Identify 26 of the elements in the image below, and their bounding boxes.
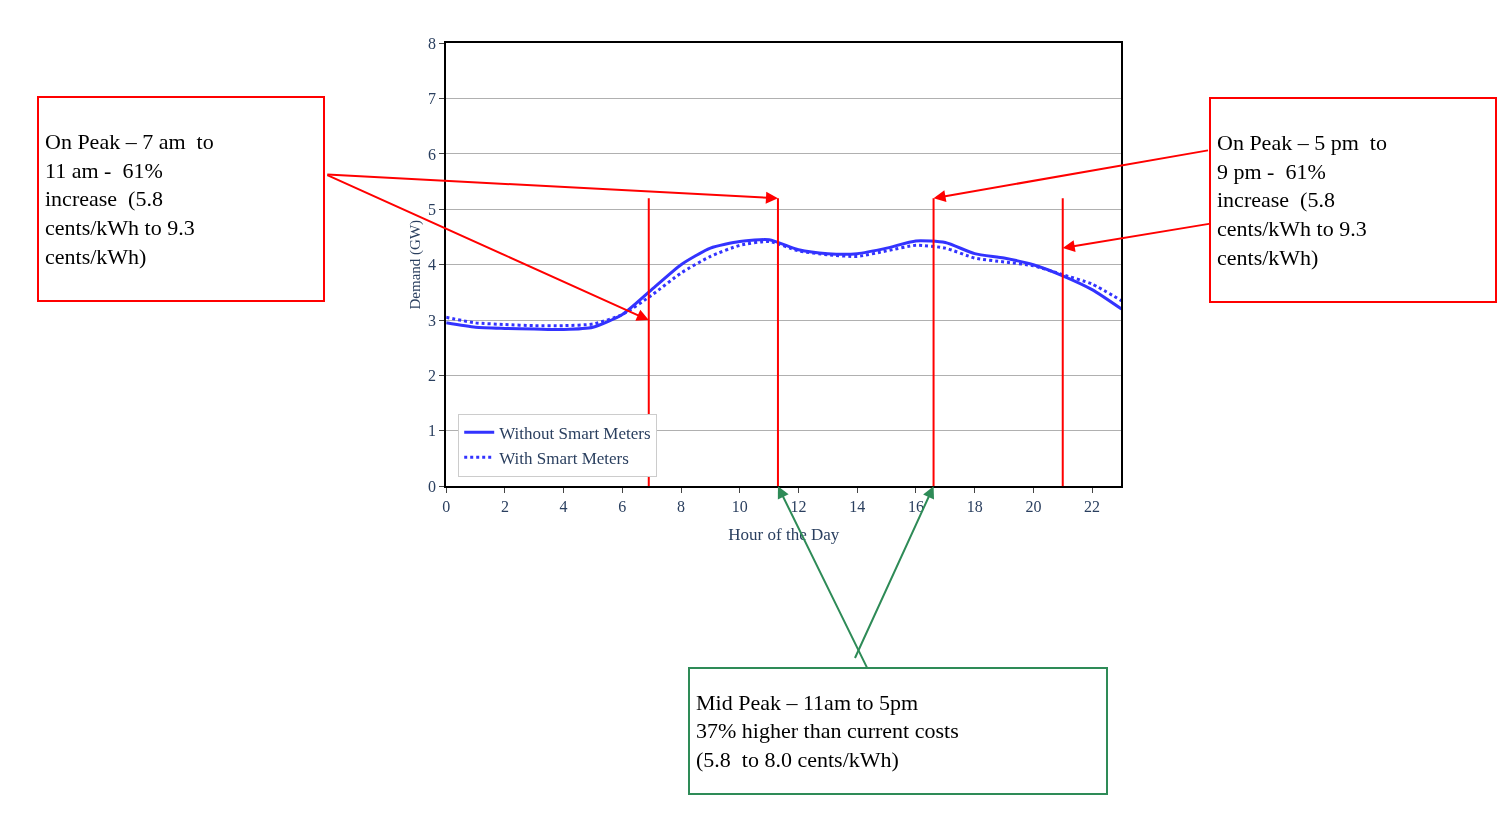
- y-tick-label: 4: [427, 256, 436, 274]
- x-tick-label: 14: [849, 498, 866, 516]
- x-tick-label: 22: [1084, 498, 1101, 516]
- y-tick-label: 0: [427, 477, 436, 495]
- x-tick-label: 6: [618, 498, 627, 516]
- y-tick-label: 6: [427, 145, 436, 163]
- x-tick-label: 4: [559, 498, 568, 516]
- x-tick-label: 8: [677, 498, 686, 516]
- y-tick-label: 8: [427, 34, 436, 52]
- x-tick-label: 0: [442, 498, 451, 516]
- annotation: On Peak – 5 pm to 9 pm - 61% increase (5.8 cents/kWh to 9.3 cents/kWh): [1217, 130, 1387, 270]
- x-tick-label: 2: [500, 498, 509, 516]
- annotation: Mid Peak – 11am to 5pm 37% higher than current costs (5.8 to 8.0 cents/kWh): [696, 689, 959, 773]
- legend-label: Without Smart Meters: [499, 423, 651, 443]
- y-tick-label: 7: [427, 90, 436, 108]
- y-tick-label: 5: [427, 200, 436, 218]
- y-axis-title: Demand (GW): [406, 219, 424, 310]
- x-tick-label: 20: [1025, 498, 1042, 516]
- text: On Peak – 7 am to 11 am - 61% increase (5.8 cents/kWh to 9.3 cents/kWh): [45, 129, 214, 269]
- y-tick-label: 1: [427, 422, 436, 440]
- x-tick-label: 10: [731, 498, 748, 516]
- x-tick-label: 18: [966, 498, 983, 516]
- y-tick-label: 3: [427, 311, 436, 329]
- x-tick-label: 12: [790, 498, 807, 516]
- y-tick-label: 2: [427, 367, 436, 385]
- legend-label: With Smart Meters: [499, 448, 629, 468]
